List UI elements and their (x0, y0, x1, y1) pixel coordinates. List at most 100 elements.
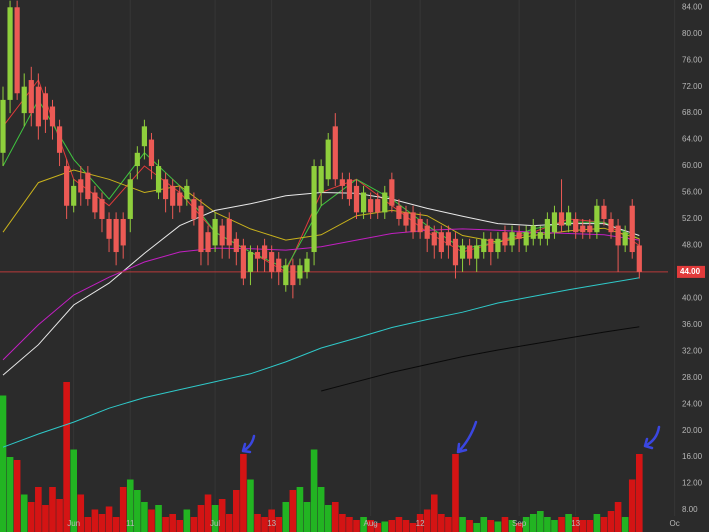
candle-body (127, 179, 133, 219)
candle-body (495, 238, 501, 253)
volume-bar (558, 517, 565, 532)
candle-body (523, 232, 529, 246)
volume-bar (233, 490, 240, 532)
volume-bar (395, 517, 403, 532)
y-tick-label: 24.00 (682, 399, 703, 408)
volume-bar (84, 517, 92, 532)
candle-body (488, 238, 494, 253)
candle-body (254, 252, 261, 259)
volume-bar (6, 457, 14, 532)
candle-body (56, 126, 63, 153)
volume-bar (331, 502, 339, 532)
volume-bar (374, 523, 382, 532)
volume-bar (544, 517, 551, 532)
label-layer: 84.00 80.00 76.00 72.00 68.00 64.00 60.00 56.00… (67, 2, 705, 528)
candle-body (360, 192, 367, 213)
volume-bar (98, 514, 106, 532)
volume-bar (487, 520, 495, 532)
arrow (241, 434, 256, 454)
candle-body (21, 86, 27, 114)
volume-bar (148, 509, 155, 532)
x-tick-label: Aug (364, 519, 378, 528)
y-tick-label: 84.00 (682, 2, 703, 11)
volume-bar (240, 454, 247, 532)
candle-body (240, 245, 246, 279)
candle-body (438, 232, 444, 253)
candle-body (445, 232, 452, 246)
volume-bar (501, 517, 509, 532)
volume-bar (522, 517, 530, 532)
volume-bar (593, 514, 601, 532)
volume-bar (303, 502, 311, 532)
candle-body (410, 212, 416, 233)
volume-bar (607, 511, 615, 532)
volume-bar (445, 517, 452, 532)
candle-body (184, 185, 190, 200)
y-tick-label: 80.00 (682, 29, 703, 38)
x-tick-label: 13 (571, 519, 580, 528)
y-tick-label: 72.00 (682, 82, 703, 91)
volume-bar (211, 505, 219, 532)
candle-body (219, 225, 225, 246)
candle-body (636, 245, 642, 272)
candle-body (297, 265, 303, 279)
candle-body (290, 265, 296, 286)
candle-body (78, 179, 84, 193)
candle-body (551, 212, 558, 233)
last-price-tag (677, 265, 705, 278)
candle-body (325, 139, 331, 180)
volume-bar (63, 382, 70, 532)
y-tick-label: 52.00 (682, 214, 703, 223)
volume-bar (289, 490, 297, 532)
candle-body (170, 185, 176, 206)
volume-bar (218, 499, 226, 532)
candle-body (346, 179, 353, 200)
volume-bar (339, 514, 346, 532)
arrow (456, 420, 478, 454)
arrow (643, 425, 661, 450)
candle-body (92, 192, 98, 213)
volume-bar (13, 460, 21, 532)
y-tick-label: 60.00 (682, 161, 703, 170)
volume-bar (282, 502, 290, 532)
x-tick-label: Jul (210, 519, 220, 528)
y-tick-label: 64.00 (682, 135, 703, 144)
candle-body (191, 199, 197, 219)
volume-bar (459, 517, 466, 532)
y-tick-label: 40.00 (682, 293, 703, 302)
volume-bar (169, 514, 176, 532)
candle-body (0, 99, 6, 153)
candle-layer (0, 0, 642, 299)
candle-body (566, 212, 572, 226)
y-tick-label: 8.00 (682, 505, 698, 514)
candle-body (382, 192, 388, 213)
volume-bar (565, 514, 572, 532)
candle-body (71, 185, 77, 206)
candle-body (85, 172, 91, 200)
x-tick-label: 11 (126, 519, 135, 528)
annotation-arrows (241, 420, 661, 454)
candle-body (318, 166, 324, 193)
y-tick-label: 28.00 (682, 373, 703, 382)
candle-body (113, 218, 119, 253)
x-tick-label: 13 (267, 519, 276, 528)
candle-body (431, 232, 437, 246)
volume-bar (204, 494, 212, 532)
candle-body (537, 232, 543, 239)
volume-bar (275, 517, 283, 532)
candle-body (205, 232, 211, 253)
candle-body (615, 225, 621, 246)
volume-bar (551, 520, 558, 532)
candle-body (530, 225, 536, 239)
volume-bar (586, 520, 594, 532)
candle-body (247, 252, 254, 272)
volume-bar (296, 487, 304, 532)
volume-bar (27, 502, 35, 532)
candle-body (587, 225, 593, 233)
volume-bar (247, 479, 254, 532)
volume-bar (621, 517, 629, 532)
volume-bar (77, 494, 85, 532)
y-tick-label: 16.00 (682, 452, 703, 461)
volume-bar (515, 523, 523, 532)
